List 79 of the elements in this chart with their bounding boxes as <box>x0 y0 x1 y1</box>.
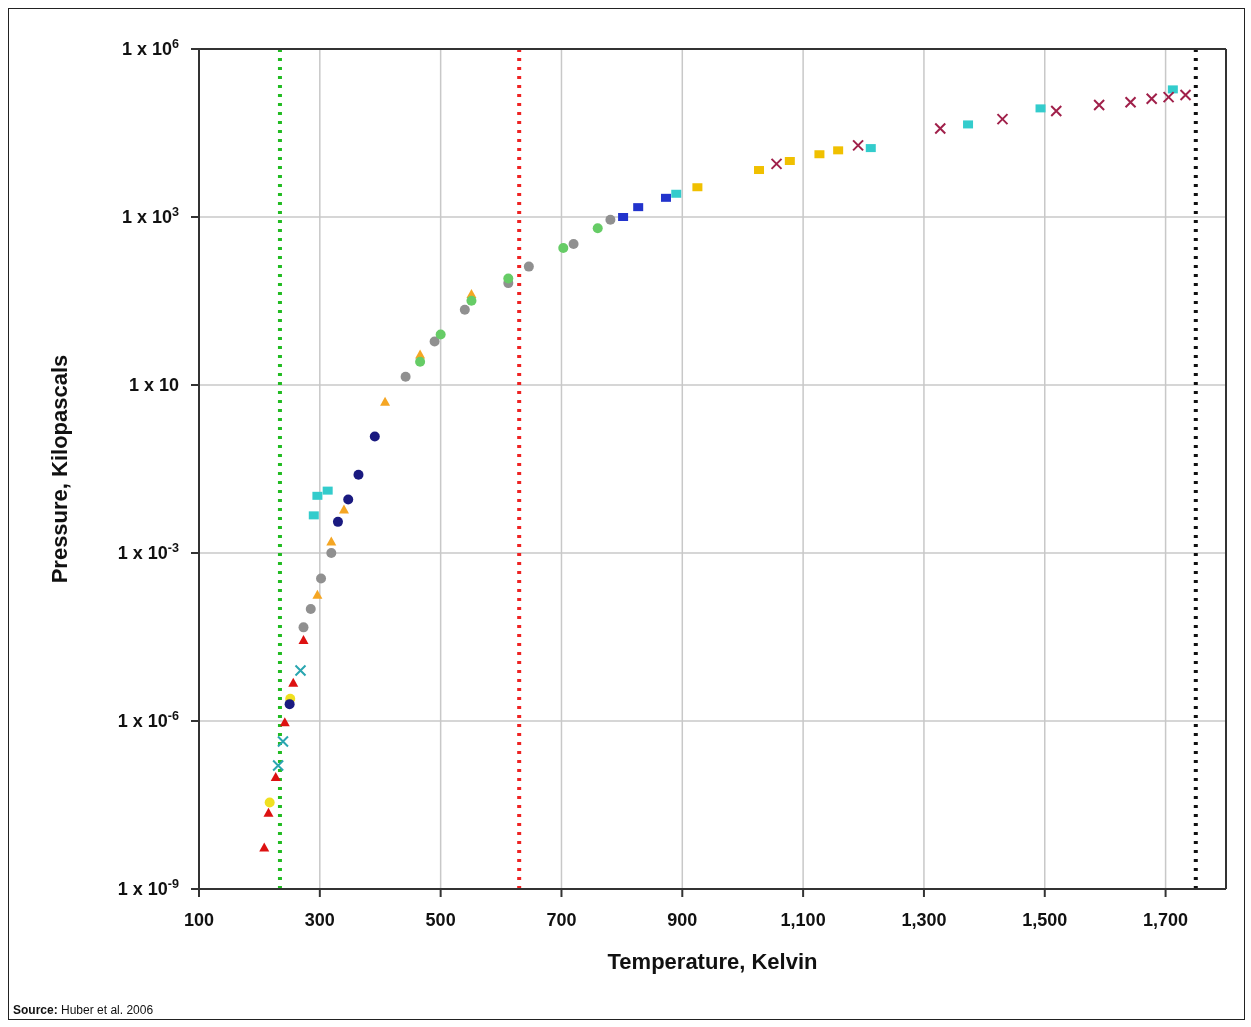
x-tick-label: 100 <box>183 909 215 930</box>
point <box>305 604 316 614</box>
point <box>605 214 616 225</box>
point <box>770 157 783 170</box>
point <box>833 146 844 155</box>
y-tick-label: 1 x 10$^{-6}$ <box>117 709 179 731</box>
point <box>276 735 289 748</box>
point <box>326 536 337 546</box>
point <box>270 772 281 781</box>
point <box>353 469 364 480</box>
point <box>308 511 319 520</box>
x-tick-label: 1,700 <box>1143 909 1189 930</box>
point <box>264 797 275 808</box>
x-tick-label: 1,100 <box>780 909 826 930</box>
x-tick-label: 500 <box>425 909 456 930</box>
point <box>272 759 285 772</box>
point <box>338 504 349 514</box>
point <box>852 139 865 152</box>
point <box>692 183 703 192</box>
point <box>466 295 477 306</box>
point <box>312 589 323 599</box>
point <box>298 622 309 633</box>
point <box>298 634 309 644</box>
point <box>259 842 270 852</box>
point <box>415 356 426 367</box>
point <box>1162 91 1175 104</box>
y-tick-label: 1 x 10$^{3}$ <box>121 205 179 227</box>
point <box>814 150 825 159</box>
point <box>568 238 579 249</box>
point <box>332 516 343 527</box>
point <box>380 396 391 406</box>
x-tick-label: 1,300 <box>901 909 947 930</box>
point <box>754 166 765 175</box>
point <box>400 371 411 382</box>
source-note: Source: Huber et al. 2006 <box>13 1003 154 1017</box>
point <box>322 486 333 495</box>
point <box>294 664 307 677</box>
x-tick-label: 700 <box>546 909 577 930</box>
point <box>633 203 644 212</box>
point <box>523 261 534 272</box>
point <box>934 122 947 135</box>
point <box>503 273 514 284</box>
point <box>660 193 671 202</box>
point <box>1093 99 1106 111</box>
point <box>784 157 795 165</box>
point <box>263 807 274 817</box>
point <box>279 717 290 727</box>
y-axis-title: Pressure, Kilopascals <box>46 354 72 584</box>
point <box>288 677 299 687</box>
point <box>671 189 682 198</box>
point <box>312 491 323 500</box>
point <box>1179 88 1192 101</box>
point <box>316 573 327 584</box>
point <box>963 120 974 129</box>
y-tick-label: 1 x 10$^{-9}$ <box>117 877 179 899</box>
point <box>369 431 380 442</box>
point <box>996 113 1009 126</box>
x-tick-label: 900 <box>667 909 698 930</box>
x-tick-label: 1,500 <box>1022 909 1068 930</box>
point <box>1124 96 1137 109</box>
y-tick-label: 1 x 10 <box>128 375 179 395</box>
point <box>326 548 337 558</box>
y-tick-label: 1 x 10$^{-3}$ <box>117 541 179 563</box>
point <box>1035 104 1046 113</box>
point <box>558 242 569 253</box>
point <box>429 336 440 347</box>
point <box>459 304 470 315</box>
point <box>865 144 876 153</box>
point <box>592 223 603 234</box>
point <box>435 329 446 340</box>
point <box>343 494 354 505</box>
x-axis-title: Temperature, Kelvin <box>607 949 818 974</box>
point <box>284 699 295 710</box>
x-tick-label: 300 <box>304 909 335 930</box>
point <box>618 213 629 221</box>
y-tick-label: 1 x 10$^{6}$ <box>121 37 179 59</box>
point <box>1050 105 1063 118</box>
point <box>1145 92 1158 105</box>
point <box>1167 85 1178 94</box>
